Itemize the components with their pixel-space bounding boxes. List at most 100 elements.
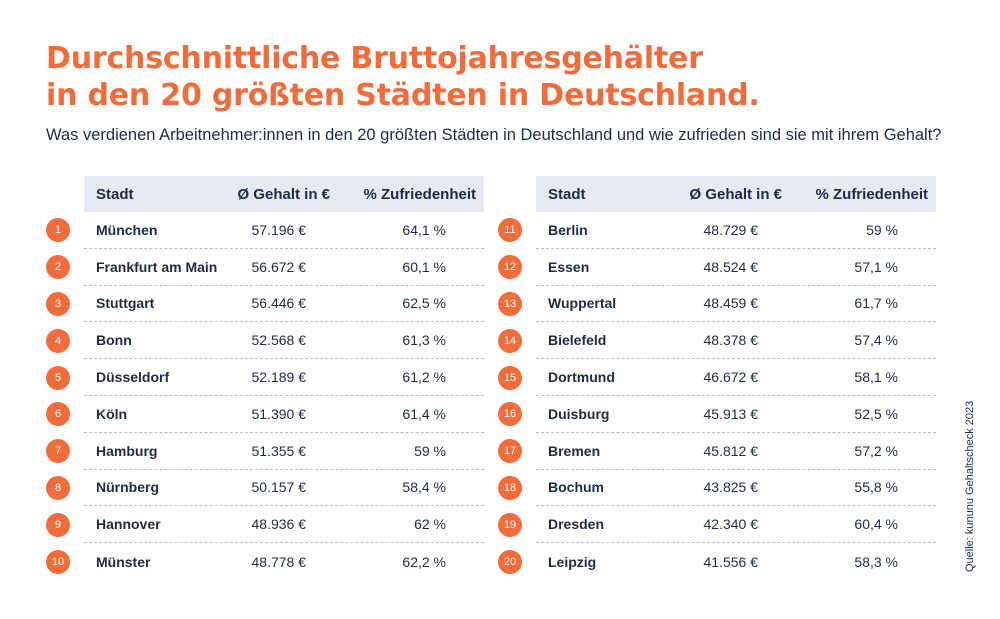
row-cells: Düsseldorf 52.189 € 61,2 % [84, 359, 484, 396]
satisfaction-cell: 61,7 % [854, 295, 898, 312]
satisfaction-cell: 60,4 % [854, 516, 898, 533]
row-cells: Hannover 48.936 € 62 % [84, 506, 484, 544]
rank-badge: 17 [498, 439, 522, 464]
rank-badge: 9 [46, 512, 70, 537]
row-cells: Duisburg 45.913 € 52,5 % [536, 396, 936, 433]
header-satisfaction: % Zufriedenheit [363, 185, 476, 203]
rank-badge: 11 [498, 218, 522, 243]
table-row: 19 Dresden 42.340 € 60,4 % [498, 506, 936, 544]
rank-badge: 14 [498, 328, 522, 353]
table-body: 1 München 57.196 € 64,1 % 2 Frankfurt am Main… [46, 212, 484, 580]
city-cell: Dortmund [548, 369, 615, 386]
table-row: 8 Nürnberg 50.157 € 58,4 % [46, 470, 484, 507]
satisfaction-cell: 62,2 % [402, 553, 446, 570]
row-cells: Berlin 48.729 € 59 % [536, 212, 936, 249]
rank-badge: 6 [46, 402, 70, 427]
city-cell: Hamburg [96, 442, 158, 459]
satisfaction-cell: 57,1 % [854, 258, 898, 275]
salary-cell: 50.157 € [251, 479, 307, 496]
header-salary: Ø Gehalt in € [237, 185, 330, 203]
satisfaction-cell: 62 % [414, 516, 446, 533]
satisfaction-cell: 52,5 % [854, 405, 898, 422]
salary-cell: 48.524 € [703, 258, 759, 275]
city-cell: Duisburg [548, 405, 610, 422]
satisfaction-cell: 58,3 % [854, 553, 898, 570]
satisfaction-cell: 58,1 % [854, 369, 898, 386]
rank-badge: 2 [46, 255, 70, 280]
header-salary: Ø Gehalt in € [689, 185, 782, 203]
table-row: 18 Bochum 43.825 € 55,8 % [498, 470, 936, 507]
city-cell: Essen [548, 258, 590, 275]
table-row: 1 München 57.196 € 64,1 % [46, 212, 484, 249]
city-cell: Bremen [548, 442, 601, 459]
table-row: 15 Dortmund 46.672 € 58,1 % [498, 359, 936, 396]
city-cell: Hannover [96, 516, 161, 533]
satisfaction-cell: 59 % [414, 442, 446, 459]
salary-cell: 45.913 € [703, 405, 759, 422]
salary-cell: 48.778 € [251, 553, 307, 570]
header-satisfaction: % Zufriedenheit [815, 185, 928, 203]
salary-table-right: Stadt Ø Gehalt in € % Zufriedenheit 11 Be… [498, 176, 936, 580]
satisfaction-cell: 58,4 % [402, 479, 446, 496]
satisfaction-cell: 57,2 % [854, 442, 898, 459]
row-cells: Bochum 43.825 € 55,8 % [536, 470, 936, 507]
row-cells: Frankfurt am Main 56.672 € 60,1 % [84, 249, 484, 286]
rank-badge: 10 [46, 549, 70, 574]
row-cells: Köln 51.390 € 61,4 % [84, 396, 484, 433]
salary-table-left: Stadt Ø Gehalt in € % Zufriedenheit 1 Mün… [46, 176, 484, 580]
row-cells: Dresden 42.340 € 60,4 % [536, 506, 936, 544]
source-note: Quelle: kununu Gehaltscheck 2023 [964, 400, 976, 572]
salary-cell: 46.672 € [703, 369, 759, 386]
row-cells: Bremen 45.812 € 57,2 % [536, 433, 936, 470]
table-body: 11 Berlin 48.729 € 59 % 12 Essen 48.524 € 57,1 … [498, 212, 936, 580]
rank-badge: 15 [498, 365, 522, 390]
row-cells: Bielefeld 48.378 € 57,4 % [536, 322, 936, 360]
salary-cell: 48.378 € [703, 332, 759, 349]
salary-cell: 48.729 € [703, 221, 759, 238]
rank-badge: 19 [498, 512, 522, 537]
row-cells: Wuppertal 48.459 € 61,7 % [536, 286, 936, 323]
satisfaction-cell: 64,1 % [402, 221, 446, 238]
table-row: 7 Hamburg 51.355 € 59 % [46, 433, 484, 470]
rank-badge: 7 [46, 439, 70, 464]
table-row: 13 Wuppertal 48.459 € 61,7 % [498, 286, 936, 323]
rank-badge: 1 [46, 218, 70, 243]
table-row: 17 Bremen 45.812 € 57,2 % [498, 433, 936, 470]
salary-cell: 56.672 € [251, 258, 307, 275]
city-cell: Dresden [548, 516, 605, 533]
table-row: 20 Leipzig 41.556 € 58,3 % [498, 543, 936, 580]
salary-cell: 51.390 € [251, 405, 307, 422]
rank-badge: 13 [498, 291, 522, 316]
row-cells: Dortmund 46.672 € 58,1 % [536, 359, 936, 396]
salary-cell: 57.196 € [251, 221, 307, 238]
city-cell: Münster [96, 553, 151, 570]
table-row: 12 Essen 48.524 € 57,1 % [498, 249, 936, 286]
rank-badge: 12 [498, 255, 522, 280]
rank-badge: 4 [46, 328, 70, 353]
city-cell: München [96, 221, 158, 238]
salary-cell: 42.340 € [703, 516, 759, 533]
table-row: 4 Bonn 52.568 € 61,3 % [46, 322, 484, 360]
table-row: 6 Köln 51.390 € 61,4 % [46, 396, 484, 433]
salary-cell: 41.556 € [703, 553, 759, 570]
city-cell: Wuppertal [548, 295, 617, 312]
city-cell: Bonn [96, 332, 132, 349]
row-cells: Essen 48.524 € 57,1 % [536, 249, 936, 286]
page-title: Durchschnittliche Bruttojahresgehälter i… [46, 40, 760, 114]
satisfaction-cell: 62,5 % [402, 295, 446, 312]
subtitle: Was verdienen Arbeitnehmer:innen in den … [46, 126, 942, 144]
satisfaction-cell: 55,8 % [854, 479, 898, 496]
table-header: Stadt Ø Gehalt in € % Zufriedenheit [536, 176, 936, 212]
salary-cell: 56.446 € [251, 295, 307, 312]
city-cell: Stuttgart [96, 295, 155, 312]
salary-cell: 48.459 € [703, 295, 759, 312]
table-header: Stadt Ø Gehalt in € % Zufriedenheit [84, 176, 484, 212]
satisfaction-cell: 61,2 % [402, 369, 446, 386]
rank-badge: 5 [46, 365, 70, 390]
salary-cell: 43.825 € [703, 479, 759, 496]
row-cells: Hamburg 51.355 € 59 % [84, 433, 484, 470]
city-cell: Bielefeld [548, 332, 607, 349]
city-cell: Berlin [548, 221, 588, 238]
table-row: 14 Bielefeld 48.378 € 57,4 % [498, 322, 936, 360]
row-cells: München 57.196 € 64,1 % [84, 212, 484, 249]
